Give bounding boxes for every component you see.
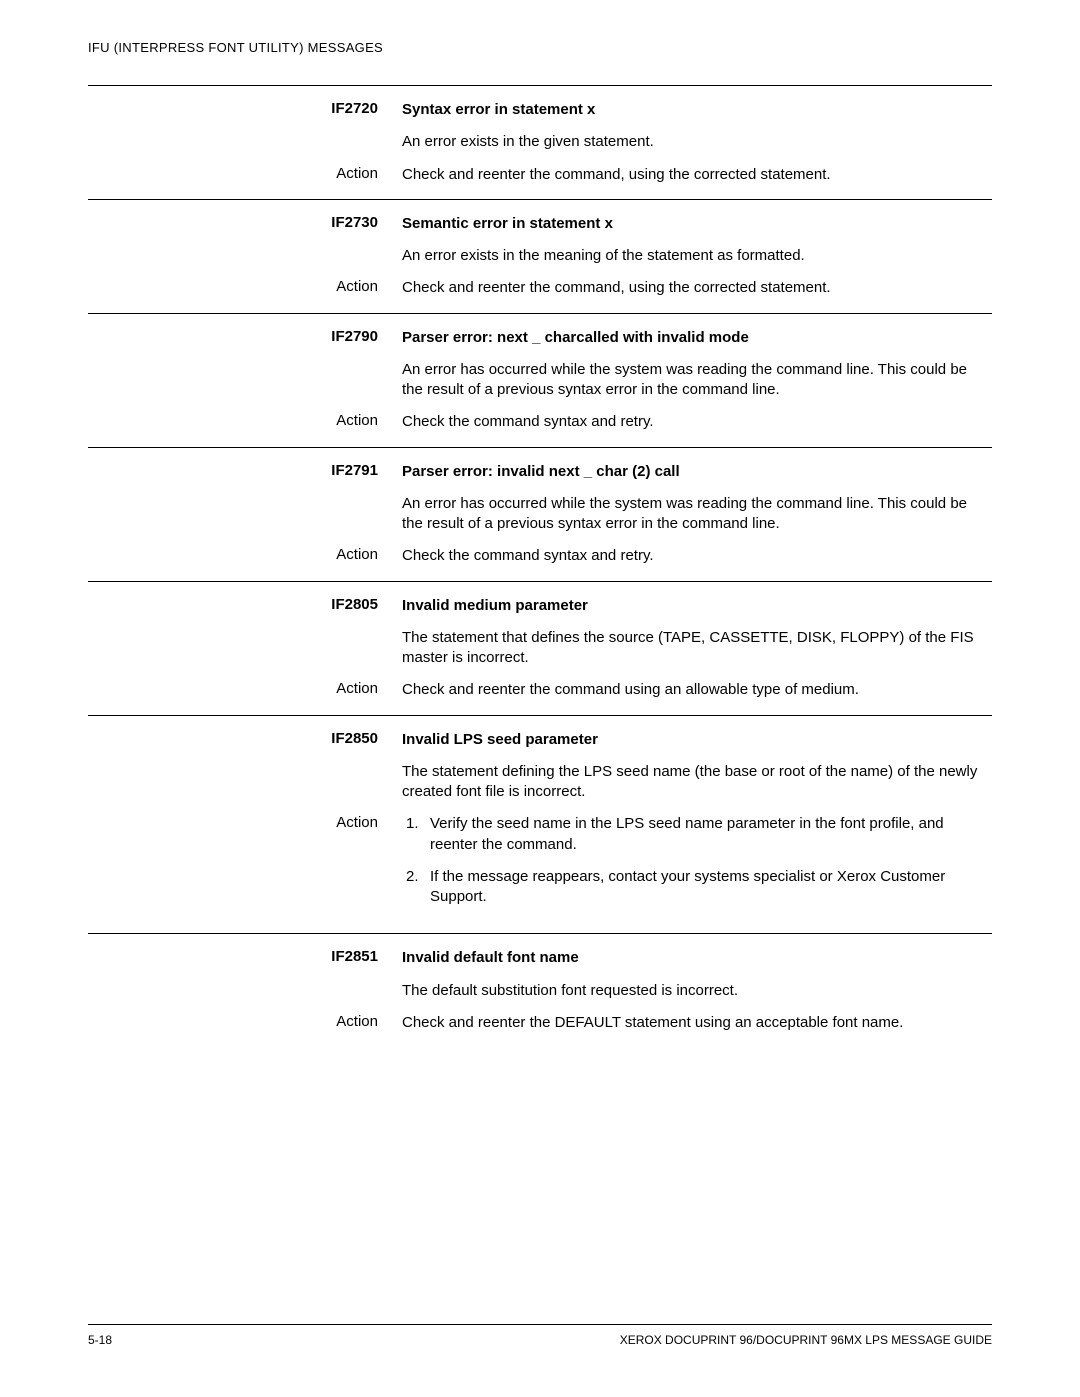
message-code: IF2791 [88,462,402,482]
empty-label [88,132,402,152]
action-label: Action [88,278,402,298]
action-list-item: If the message reappears, contact your s… [402,867,992,908]
page-header: IFU (INTERPRESS FONT UTILITY) MESSAGES [88,40,992,55]
empty-label [88,762,402,803]
message-action: Check and reenter the command, using the… [402,278,992,298]
message-code: IF2850 [88,730,402,750]
message-title: Parser error: invalid next _ char (2) ca… [402,462,992,482]
action-list-item: Verify the seed name in the LPS seed nam… [402,814,992,855]
message-description: An error exists in the meaning of the st… [402,246,992,266]
message-entry: IF2790Parser error: next _ charcalled wi… [88,313,992,447]
message-action: Check and reenter the DEFAULT statement … [402,1013,992,1033]
action-label: Action [88,814,402,919]
message-description: An error has occurred while the system w… [402,360,992,401]
message-title: Syntax error in statement x [402,100,992,120]
page-footer: 5-18 XEROX DOCUPRINT 96/DOCUPRINT 96MX L… [88,1324,992,1347]
message-action: Verify the seed name in the LPS seed nam… [402,814,992,919]
message-title: Semantic error in statement x [402,214,992,234]
message-code: IF2720 [88,100,402,120]
footer-document-title: XEROX DOCUPRINT 96/DOCUPRINT 96MX LPS ME… [620,1333,992,1347]
message-entry: IF2730Semantic error in statement x An er… [88,199,992,313]
message-title: Parser error: next _ charcalled with inv… [402,328,992,348]
action-label: Action [88,165,402,185]
action-label: Action [88,412,402,432]
message-entry: IF2851Invalid default font name The defau… [88,933,992,1047]
message-sections: IF2720Syntax error in statement x An erro… [88,85,992,1047]
footer-page-number: 5-18 [88,1333,112,1347]
action-list: Verify the seed name in the LPS seed nam… [402,814,992,907]
action-label: Action [88,680,402,700]
empty-label [88,246,402,266]
message-entry: IF2791Parser error: invalid next _ char … [88,447,992,581]
message-description: An error exists in the given statement. [402,132,992,152]
message-code: IF2805 [88,596,402,616]
message-description: The statement that defines the source (T… [402,628,992,669]
message-code: IF2790 [88,328,402,348]
message-description: The statement defining the LPS seed name… [402,762,992,803]
message-title: Invalid default font name [402,948,992,968]
message-description: An error has occurred while the system w… [402,494,992,535]
message-entry: IF2720Syntax error in statement x An erro… [88,85,992,199]
message-description: The default substitution font requested … [402,981,992,1001]
message-code: IF2730 [88,214,402,234]
message-entry: IF2805Invalid medium parameter The statem… [88,581,992,715]
empty-label [88,981,402,1001]
empty-label [88,494,402,535]
message-code: IF2851 [88,948,402,968]
empty-label [88,360,402,401]
action-label: Action [88,1013,402,1033]
message-entry: IF2850Invalid LPS seed parameter The stat… [88,715,992,934]
action-label: Action [88,546,402,566]
message-title: Invalid LPS seed parameter [402,730,992,750]
message-title: Invalid medium parameter [402,596,992,616]
message-action: Check and reenter the command, using the… [402,165,992,185]
empty-label [88,628,402,669]
message-action: Check and reenter the command using an a… [402,680,992,700]
message-action: Check the command syntax and retry. [402,546,992,566]
message-action: Check the command syntax and retry. [402,412,992,432]
